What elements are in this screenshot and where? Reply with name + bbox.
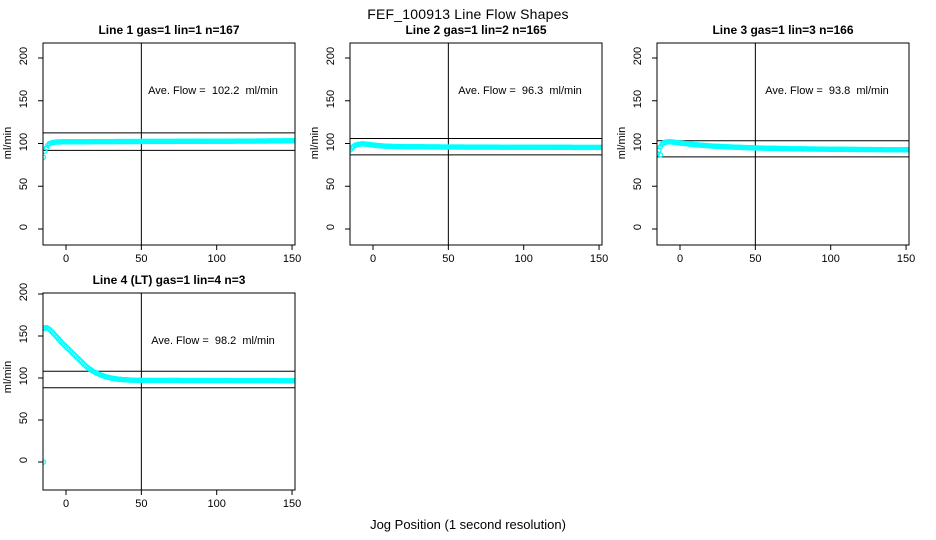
y-tick-label: 100 bbox=[18, 366, 30, 386]
subplot-2-y-axis-unit-label: ml/min bbox=[309, 126, 321, 159]
x-tick-label: 150 bbox=[896, 253, 916, 265]
subplot-2-ave-flow-annotation: Ave. Flow = 96.3 ml/min bbox=[458, 85, 582, 97]
subplot-1-y-axis-unit-label: ml/min bbox=[2, 126, 14, 159]
x-tick-label: 100 bbox=[207, 253, 226, 265]
y-tick-label: 200 bbox=[18, 46, 30, 66]
x-tick-label: 0 bbox=[676, 253, 684, 265]
x-tick-label: 50 bbox=[749, 253, 762, 265]
subplot-3-y-axis-unit-label: ml/min bbox=[616, 126, 628, 159]
y-tick-label: 150 bbox=[325, 89, 337, 108]
subplot-3-title: Line 3 gas=1 lin=3 n=166 bbox=[712, 23, 854, 37]
plot-box bbox=[42, 292, 296, 491]
outlier-point bbox=[657, 152, 664, 158]
x-tick-label: 100 bbox=[514, 253, 533, 265]
y-tick-label: 100 bbox=[18, 132, 30, 151]
subplot-3-plot-area bbox=[652, 42, 910, 250]
data-points bbox=[43, 138, 295, 160]
x-tick-label: 0 bbox=[62, 253, 70, 265]
y-tick-label: 50 bbox=[632, 178, 644, 191]
data-point bbox=[906, 147, 909, 153]
x-tick-label: 150 bbox=[282, 253, 302, 265]
y-tick-label: 150 bbox=[632, 89, 644, 108]
x-tick-label: 150 bbox=[589, 253, 609, 265]
x-tick-label: 100 bbox=[821, 253, 840, 265]
x-tick-label: 50 bbox=[135, 253, 148, 265]
subplot-4-ave-flow-annotation: Ave. Flow = 98.2 ml/min bbox=[151, 335, 275, 347]
y-tick-label: 0 bbox=[325, 223, 337, 231]
x-tick-label: 0 bbox=[62, 498, 70, 510]
subplot-2-title: Line 2 gas=1 lin=2 n=165 bbox=[405, 23, 547, 37]
y-tick-label: 0 bbox=[632, 223, 644, 231]
subplot-4-title: Line 4 (LT) gas=1 lin=4 n=3 bbox=[92, 273, 246, 287]
y-tick-label: 200 bbox=[632, 46, 644, 66]
subplot-1-ave-flow-annotation: Ave. Flow = 102.2 ml/min bbox=[148, 85, 278, 97]
data-point bbox=[292, 138, 295, 144]
y-tick-label: 150 bbox=[18, 89, 30, 108]
subplot-3-ave-flow-annotation: Ave. Flow = 93.8 ml/min bbox=[765, 85, 889, 97]
y-tick-label: 50 bbox=[325, 178, 337, 191]
subplot-1-title: Line 1 gas=1 lin=1 n=167 bbox=[98, 23, 240, 37]
figure-title: FEF_100913 Line Flow Shapes bbox=[367, 6, 569, 22]
x-tick-label: 150 bbox=[282, 498, 302, 510]
y-tick-label: 100 bbox=[325, 132, 337, 151]
data-points bbox=[43, 324, 295, 465]
y-tick-label: 0 bbox=[18, 456, 30, 464]
subplot-4-plot-area bbox=[38, 292, 296, 495]
y-tick-label: 100 bbox=[632, 132, 644, 151]
x-axis-label: Jog Position (1 second resolution) bbox=[370, 517, 566, 532]
y-tick-label: 0 bbox=[18, 223, 30, 231]
subplot-4-y-axis-unit-label: ml/min bbox=[2, 360, 14, 394]
x-tick-label: 50 bbox=[442, 253, 455, 265]
data-point bbox=[599, 144, 602, 151]
y-tick-label: 50 bbox=[18, 411, 30, 425]
subplot-2-plot-area bbox=[345, 42, 603, 250]
x-tick-label: 100 bbox=[207, 498, 226, 510]
x-tick-label: 0 bbox=[369, 253, 377, 265]
y-tick-label: 200 bbox=[18, 282, 30, 302]
data-points bbox=[657, 139, 909, 158]
subplot-1-plot-area bbox=[38, 42, 296, 250]
y-tick-label: 50 bbox=[18, 178, 30, 191]
y-tick-label: 150 bbox=[18, 324, 30, 344]
data-point bbox=[292, 377, 295, 384]
data-points bbox=[350, 141, 602, 153]
y-tick-label: 200 bbox=[325, 46, 337, 66]
x-tick-label: 50 bbox=[135, 498, 148, 510]
